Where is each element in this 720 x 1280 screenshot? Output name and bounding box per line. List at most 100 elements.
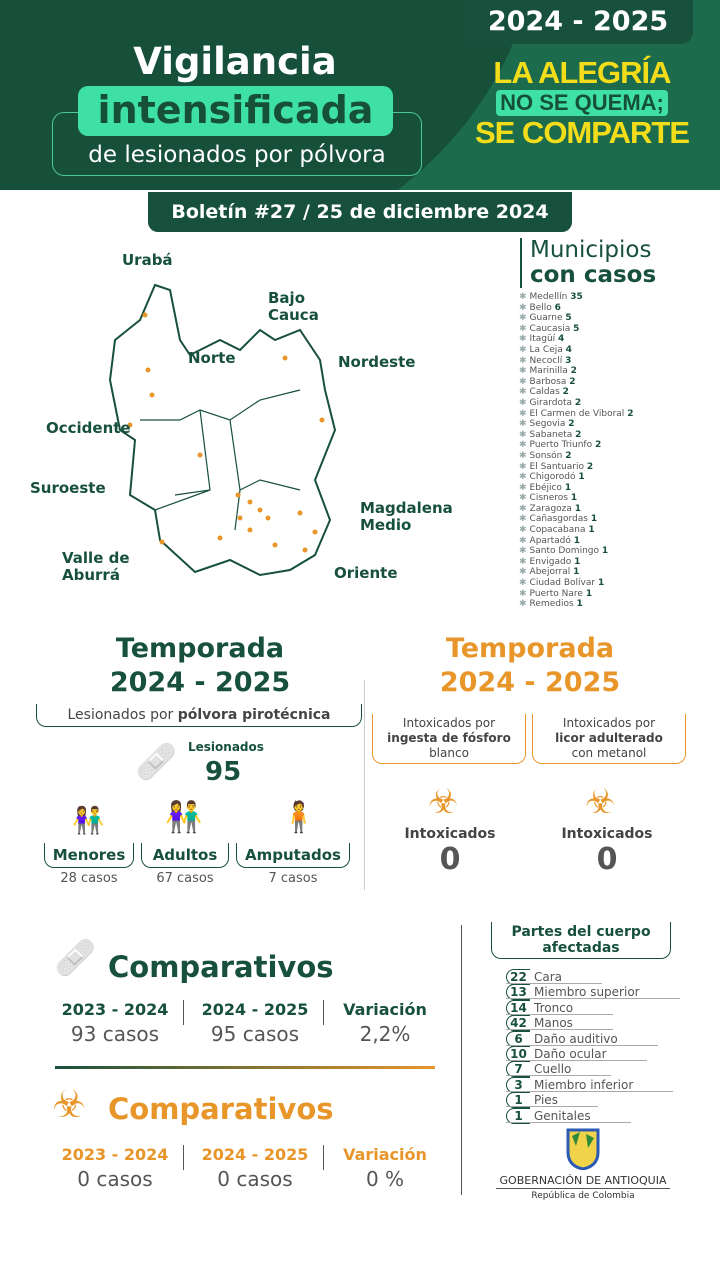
municipio-item: ✱ Caldas 2 — [519, 387, 633, 398]
divider — [183, 1000, 184, 1025]
municipio-item: ✱ El Carmen de Viboral 2 — [519, 409, 633, 420]
cmp1-value-curr: 95 casos — [210, 1022, 300, 1046]
cmp2-value-var: 0 % — [365, 1167, 405, 1191]
slogan: LA ALEGRÍA NO SE QUEMA; SE COMPARTE — [460, 56, 704, 150]
region-oriente: Oriente — [334, 564, 398, 582]
card-bold: ingesta de fósforo — [387, 731, 511, 745]
body-part-item: 14 Tronco — [506, 999, 614, 1016]
bullet-icon: ✱ — [519, 535, 527, 546]
map-outline — [108, 283, 337, 577]
municipio-item: ✱ Chigorodó 1 — [519, 472, 633, 483]
municipio-name: Abejorral — [529, 567, 571, 578]
municipio-count: 1 — [597, 578, 605, 589]
cmp1-value-var: 2,2% — [359, 1022, 411, 1046]
municipio-name: Envigado — [529, 556, 572, 567]
bullet-icon: ✱ — [519, 313, 527, 324]
region-norte: Norte — [188, 349, 236, 367]
municipio-item: ✱ Cañasgordas 1 — [519, 514, 633, 525]
bullet-icon: ✱ — [519, 514, 527, 525]
bullet-icon: ✱ — [519, 397, 527, 408]
bullet-icon: ✱ — [519, 376, 527, 387]
polvora-title: Temporada 2024 - 2025 — [50, 632, 350, 700]
bullet-icon: ✱ — [519, 493, 527, 504]
municipio-count: 2 — [595, 440, 602, 451]
slogan-line1: LA ALEGRÍA — [493, 55, 671, 90]
card-post: blanco — [429, 746, 469, 760]
municipio-item: ✱ Zaragoza 1 — [519, 504, 633, 515]
municipio-item: ✱ El Santuario 2 — [519, 462, 633, 473]
body-part-label: Tronco — [534, 1000, 574, 1015]
municipio-name: Copacabana — [529, 525, 586, 536]
cmp2-value-prev: 0 casos — [77, 1167, 153, 1191]
region-occidente: Occidente — [46, 419, 131, 437]
intox-value-1: 0 — [439, 842, 461, 877]
injured-person-icon: 🩹 — [54, 938, 97, 978]
comparativos-title-1: Comparativos — [108, 950, 334, 984]
subtitle-bold: pólvora pirotécnica — [177, 707, 331, 723]
bullet-icon: ✱ — [519, 408, 527, 419]
region-magdalena-medio: Magdalena Medio — [360, 499, 453, 534]
section-divider — [364, 680, 365, 890]
municipio-item: ✱ La Ceja 4 — [519, 345, 633, 356]
body-part-count: 6 — [506, 1030, 530, 1047]
bullet-icon: ✱ — [519, 578, 527, 589]
municipio-name: Caucasia — [529, 323, 571, 334]
cmp1-value-prev: 93 casos — [70, 1022, 160, 1046]
bullet-icon: ✱ — [519, 503, 527, 514]
body-part-count: 1 — [506, 1107, 530, 1124]
municipio-count: 1 — [576, 599, 583, 610]
body-parts-title-line1: Partes del cuerpo — [511, 924, 651, 940]
municipio-count: 2 — [565, 450, 572, 461]
cmp2-value-curr: 0 casos — [217, 1167, 293, 1191]
body-part-count: 3 — [506, 1076, 530, 1093]
adultos-cases: 67 casos — [156, 871, 214, 886]
body-part-label: Pies — [534, 1093, 558, 1108]
title-line2: intensificada — [78, 86, 393, 136]
bullet-icon: ✱ — [519, 588, 527, 599]
body-part-count: 13 — [506, 984, 530, 1001]
municipio-count: 1 — [574, 556, 581, 567]
section-divider — [461, 925, 462, 1195]
children-icon: 👫 — [72, 806, 105, 836]
municipio-count: 1 — [585, 588, 593, 599]
municipio-name: Barbosa — [529, 376, 567, 387]
body-part-item: 7 Cuello — [506, 1061, 613, 1078]
body-part-count: 1 — [506, 1092, 530, 1109]
municipio-name: Segovia — [529, 419, 566, 430]
municipio-item: ✱ Itagüí 4 — [519, 334, 633, 345]
municipio-item: ✱ Barbosa 2 — [519, 377, 633, 388]
body-part-label: Miembro inferior — [534, 1077, 634, 1092]
season-badge: 2024 - 2025 — [463, 0, 693, 44]
divider-line — [55, 1066, 435, 1069]
municipio-item: ✱ Necoclí 3 — [519, 356, 633, 367]
bullet-icon: ✱ — [519, 366, 527, 377]
biohazard-icon: ☣ — [52, 1082, 87, 1126]
municipio-name: Ebéjico — [529, 482, 562, 493]
municipios-title-line1: Municipios — [530, 237, 652, 263]
bullet-icon: ✱ — [519, 419, 527, 430]
bullet-icon: ✱ — [519, 450, 527, 461]
title-line3: de lesionados por pólvora — [88, 142, 386, 168]
municipio-count: 35 — [570, 292, 583, 302]
municipio-name: Medellín — [529, 292, 568, 302]
slogan-line3: SE COMPARTE — [474, 115, 690, 150]
body-part-count: 14 — [506, 999, 530, 1016]
body-part-item: 13 Miembro superior — [506, 984, 680, 1001]
intox-label-1: Intoxicados — [404, 826, 496, 842]
municipio-count: 3 — [565, 355, 572, 366]
intox-value-2: 0 — [596, 842, 618, 877]
bullet-icon: ✱ — [519, 355, 527, 366]
region-suroeste: Suroeste — [30, 479, 106, 497]
menores-label: Menores — [44, 843, 134, 868]
cmp2-label-var: Variación — [343, 1145, 427, 1164]
divider — [183, 1145, 184, 1170]
municipio-item: ✱ Medellín 35 — [519, 292, 633, 303]
municipio-count: 1 — [578, 472, 585, 483]
cmp2-label-curr: 2024 - 2025 — [201, 1145, 309, 1164]
case-dots — [127, 312, 325, 553]
body-part-label: Miembro superior — [534, 985, 640, 1000]
bullet-icon: ✱ — [519, 546, 527, 557]
municipio-item: ✱ Remedios 1 — [519, 599, 633, 610]
body-part-item: 10 Daño ocular — [506, 1046, 646, 1062]
bullet-icon: ✱ — [519, 344, 527, 355]
